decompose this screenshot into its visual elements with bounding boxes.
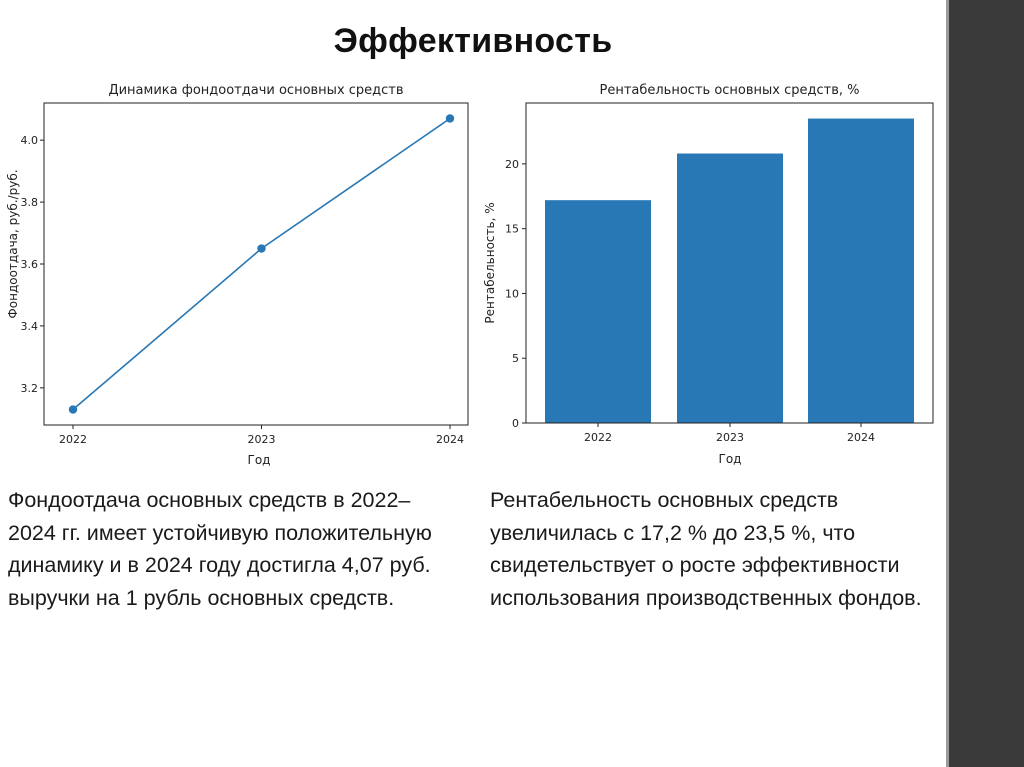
bar-chart: Рентабельность основных средств, % 0 5 10 15… xyxy=(478,75,943,475)
y-axis-label: Фондоотдача, руб./руб. xyxy=(6,169,20,318)
y-tick-label: 4.0 xyxy=(21,134,39,147)
y-tick-label: 3.6 xyxy=(21,258,39,271)
y-tick-label: 0 xyxy=(512,417,519,430)
bar-chart-svg: Рентабельность основных средств, % 0 5 10 15… xyxy=(483,83,934,466)
x-tick-label: 2023 xyxy=(248,433,276,446)
slide-title: Эффективность xyxy=(333,22,613,60)
right-caption: Рентабельность основных средств увеличил… xyxy=(490,488,922,610)
left-caption: Фондоотдача основных средств в 2022–2024… xyxy=(8,488,432,610)
x-axis-label: Год xyxy=(248,453,271,467)
line-chart-svg: Динамика фондоотдачи основных средств 3.2… xyxy=(6,83,469,467)
y-tick-label: 3.8 xyxy=(21,196,39,209)
x-tick-label: 2024 xyxy=(436,433,464,446)
x-tick-label: 2022 xyxy=(59,433,87,446)
bar xyxy=(677,153,783,423)
y-tick-label: 20 xyxy=(505,158,519,171)
line-chart-title: Динамика фондоотдачи основных средств xyxy=(108,83,403,98)
y-tick-label: 15 xyxy=(505,223,519,236)
x-tick-label: 2023 xyxy=(716,431,744,444)
x-tick-label: 2022 xyxy=(584,431,612,444)
side-bar xyxy=(946,0,1024,767)
y-tick-label: 10 xyxy=(505,287,519,300)
line-chart-frame xyxy=(43,102,469,426)
x-tick-label: 2024 xyxy=(847,431,875,444)
series-line xyxy=(72,117,451,411)
x-axis-label: Год xyxy=(719,452,742,466)
y-tick-label: 3.2 xyxy=(21,382,39,395)
bar xyxy=(545,200,651,423)
bar xyxy=(808,118,914,423)
data-point xyxy=(257,244,266,253)
y-tick-label: 5 xyxy=(512,352,519,365)
bar-chart-title: Рентабельность основных средств, % xyxy=(599,83,859,98)
y-axis-label: Рентабельность, % xyxy=(483,202,497,323)
data-point xyxy=(445,114,455,123)
line-chart: Динамика фондоотдачи основных средств 3.2… xyxy=(0,75,475,475)
slide: Эффективность Динамика фондоотдачи основ… xyxy=(0,0,947,767)
data-point xyxy=(68,405,78,414)
y-tick-label: 3.4 xyxy=(21,320,39,333)
